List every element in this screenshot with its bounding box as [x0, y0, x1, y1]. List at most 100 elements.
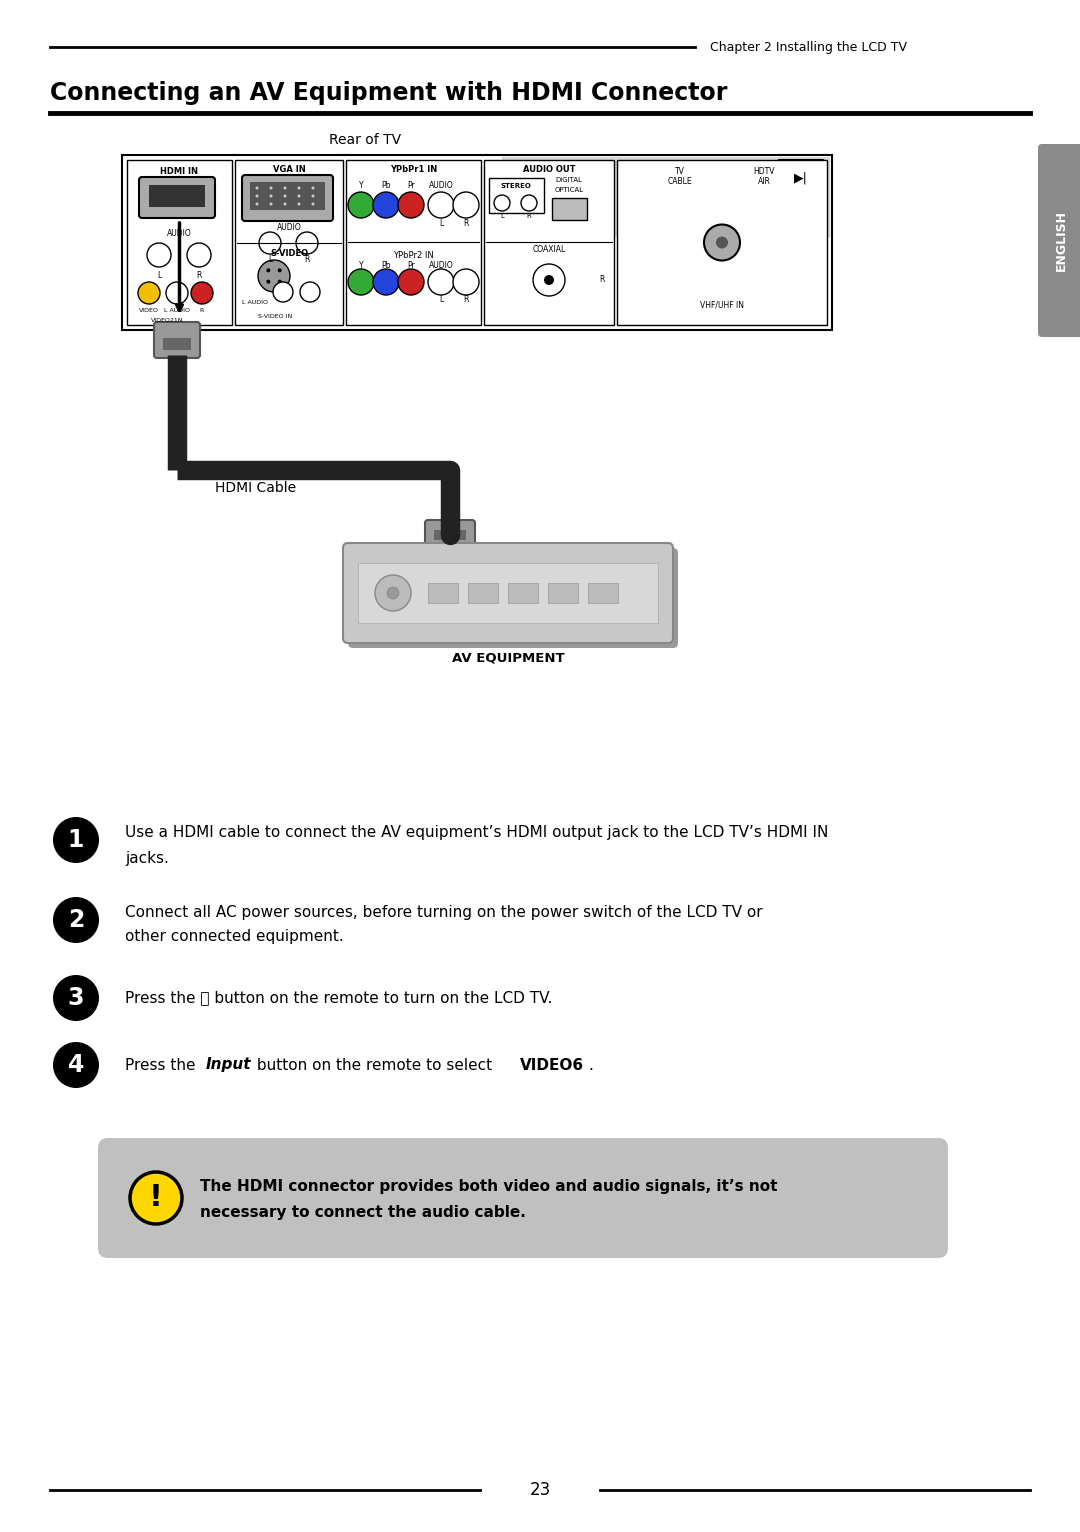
Circle shape: [273, 282, 293, 302]
Circle shape: [548, 207, 553, 211]
Text: Pb: Pb: [381, 181, 391, 190]
Circle shape: [187, 244, 211, 267]
Text: L: L: [438, 294, 443, 303]
FancyBboxPatch shape: [343, 542, 673, 643]
Circle shape: [559, 184, 565, 190]
Circle shape: [524, 218, 528, 222]
Text: jacks.: jacks.: [125, 850, 168, 866]
Circle shape: [703, 162, 708, 167]
Circle shape: [607, 184, 612, 190]
Text: AUDIO: AUDIO: [276, 224, 301, 233]
Text: HDMI IN: HDMI IN: [161, 167, 199, 176]
Circle shape: [691, 207, 697, 211]
Circle shape: [620, 207, 624, 211]
Text: Input: Input: [206, 1057, 252, 1072]
Circle shape: [740, 162, 744, 167]
Circle shape: [256, 187, 258, 190]
Circle shape: [548, 162, 553, 167]
Circle shape: [667, 218, 673, 222]
Bar: [249, 182, 325, 210]
Text: R: R: [463, 294, 469, 303]
Circle shape: [691, 184, 697, 190]
Circle shape: [548, 196, 553, 201]
Text: Connect all AC power sources, before turning on the power switch of the LCD TV o: Connect all AC power sources, before tur…: [125, 904, 762, 919]
Circle shape: [191, 282, 213, 303]
Circle shape: [536, 196, 540, 201]
Circle shape: [656, 162, 661, 167]
Bar: [502, 156, 831, 237]
Bar: [346, 159, 481, 325]
Circle shape: [620, 162, 624, 167]
Circle shape: [667, 196, 673, 201]
Circle shape: [559, 173, 565, 179]
Circle shape: [524, 173, 528, 179]
Circle shape: [644, 196, 648, 201]
Text: VIDEO: VIDEO: [139, 308, 159, 313]
Text: .: .: [588, 1057, 593, 1072]
Text: VIDEO6: VIDEO6: [519, 1057, 584, 1072]
Circle shape: [728, 173, 732, 179]
Circle shape: [548, 184, 553, 190]
Circle shape: [703, 173, 708, 179]
Text: button on the remote to select: button on the remote to select: [252, 1057, 497, 1072]
Circle shape: [740, 196, 744, 201]
Circle shape: [715, 207, 720, 211]
Circle shape: [740, 218, 744, 222]
FancyBboxPatch shape: [777, 159, 825, 196]
Text: Pr: Pr: [407, 181, 415, 190]
Bar: [468, 584, 498, 604]
Circle shape: [147, 244, 171, 267]
Circle shape: [595, 162, 600, 167]
Circle shape: [716, 236, 728, 248]
Circle shape: [258, 260, 291, 293]
Circle shape: [453, 270, 480, 296]
Circle shape: [373, 192, 399, 218]
Circle shape: [583, 196, 589, 201]
Text: Pb: Pb: [381, 260, 391, 270]
Circle shape: [764, 207, 769, 211]
FancyBboxPatch shape: [139, 178, 215, 218]
Circle shape: [278, 280, 282, 283]
Circle shape: [691, 218, 697, 222]
Circle shape: [283, 195, 286, 198]
Circle shape: [679, 173, 685, 179]
Circle shape: [53, 817, 99, 863]
Bar: [428, 584, 458, 604]
Circle shape: [667, 207, 673, 211]
Circle shape: [536, 218, 540, 222]
Text: Press the: Press the: [125, 1057, 201, 1072]
Text: AIR: AIR: [757, 178, 770, 187]
Circle shape: [583, 162, 589, 167]
Circle shape: [595, 173, 600, 179]
Circle shape: [595, 184, 600, 190]
Circle shape: [583, 184, 589, 190]
Circle shape: [544, 276, 554, 285]
Circle shape: [559, 162, 565, 167]
Circle shape: [536, 207, 540, 211]
Bar: [484, 159, 615, 325]
Text: Y: Y: [359, 181, 363, 190]
Text: VHF/UHF IN: VHF/UHF IN: [700, 300, 744, 309]
Text: R: R: [305, 256, 310, 265]
Circle shape: [691, 196, 697, 201]
Circle shape: [428, 270, 454, 296]
Circle shape: [667, 173, 673, 179]
Circle shape: [715, 196, 720, 201]
Circle shape: [704, 225, 740, 260]
Text: HDTV: HDTV: [753, 167, 774, 176]
Circle shape: [399, 270, 424, 296]
Text: L: L: [438, 219, 443, 227]
Circle shape: [512, 196, 516, 201]
Circle shape: [715, 184, 720, 190]
Circle shape: [583, 173, 589, 179]
Circle shape: [752, 196, 756, 201]
Bar: [552, 198, 588, 221]
Circle shape: [583, 218, 589, 222]
Circle shape: [740, 184, 744, 190]
Text: R: R: [599, 276, 605, 285]
FancyBboxPatch shape: [154, 322, 200, 358]
Circle shape: [703, 184, 708, 190]
Text: The HDMI connector provides both video and audio signals, it’s not: The HDMI connector provides both video a…: [200, 1178, 778, 1193]
Circle shape: [656, 184, 661, 190]
Circle shape: [679, 218, 685, 222]
